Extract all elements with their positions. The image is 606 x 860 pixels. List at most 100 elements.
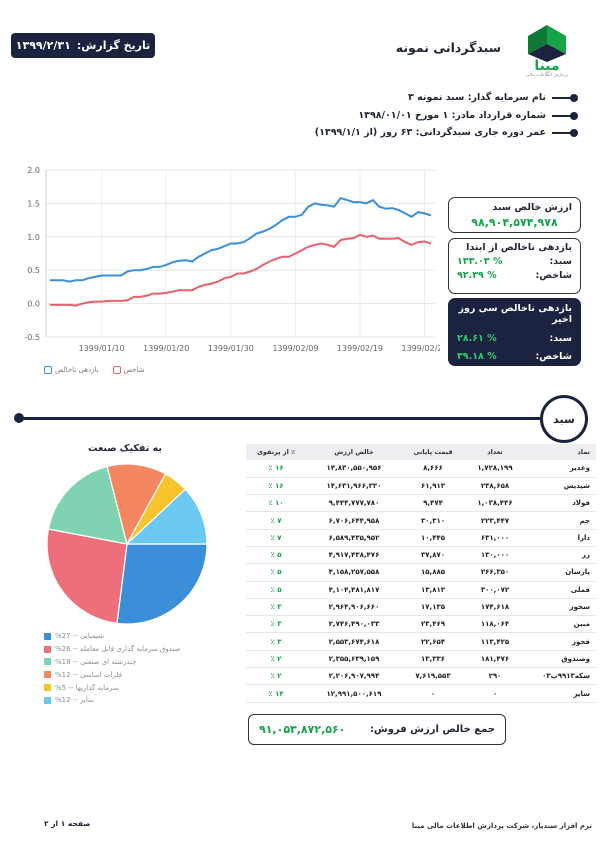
cell-portfolio-pct: ۳ ٪ (246, 615, 306, 634)
net-value-card: ارزش خالص سبد ۹۸,۹۰۴,۵۷۴,۹۷۸ (448, 197, 581, 233)
legend-swatch (44, 645, 51, 653)
series-line-index (50, 233, 432, 307)
cell-symbol: دارا (526, 529, 596, 547)
since-index-row: شاخص: % ۹۲.۳۹ (457, 270, 572, 281)
table-row: شپدیس ۲۳۸,۶۵۸ ۶۱,۹۱۳ ۱۴,۶۳۱,۹۶۶,۳۳۰ ۱۶ ٪ (246, 477, 596, 496)
cell-last-price: ۲۳,۴۶۹ (402, 615, 464, 634)
table-row: وغدیر ۱,۷۲۸,۱۹۹ ۸,۶۶۶ ۱۴,۸۳۰,۵۵۰,۹۵۶ ۱۶ ٪ (246, 460, 596, 478)
x-tick-label: 1399/01/30 (208, 344, 254, 353)
legend-swatch (44, 671, 51, 679)
cell-net-value: ۲,۷۴۶,۴۹۰,۰۳۳ (306, 615, 402, 634)
pie-slice (125, 488, 208, 545)
cell-quantity: ۱۱۸,۰۶۴ (464, 615, 526, 634)
table-row: سخوز ۱۷۴,۶۱۸ ۱۷,۱۳۵ ۲,۹۶۴,۹۰۶,۶۶۰ ۳ ٪ (246, 598, 596, 617)
table-row: مبین ۱۱۸,۰۶۴ ۲۳,۴۶۹ ۲,۷۴۶,۴۹۰,۰۳۳ ۳ ٪ (246, 615, 596, 634)
return-line-chart: 2.0 1.5 1.0 0.5 0.0 -0.5 1399/01/10 1399/01/20 1… (24, 166, 440, 353)
cell-net-value: ۱۴,۶۳۱,۹۶۶,۳۳۰ (306, 477, 402, 496)
page-number: صفحه ۱ از ۲ (44, 819, 91, 828)
legend-swatch (44, 658, 51, 666)
cell-quantity: ۳۰۰,۰۷۲ (464, 581, 526, 599)
cell-net-value: ۴,۱۰۴,۴۸۱,۸۱۷ (306, 581, 402, 599)
header-net-value: خالص ارزش (306, 444, 402, 460)
cell-last-price: ۱۵,۸۸۵ (402, 563, 464, 582)
cell-quantity: ۱۱۳,۴۲۵ (464, 632, 526, 651)
cell-last-price: ۱۳,۳۳۶ (402, 650, 464, 669)
investor-name: نام سرمایه گذار: سبد نمونه ۳ (408, 92, 546, 103)
table-row: دارا ۶۳۱,۰۰۰ ۱۰,۴۴۵ ۶,۵۸۹,۴۳۵,۹۵۲ ۷ ٪ (246, 529, 596, 547)
cell-quantity: ۱۷۴,۶۱۸ (464, 598, 526, 617)
pie-legend-label: %27 -- شیمیایی (55, 632, 105, 641)
total-sale-value-box: جمع خالص ارزش فروش: ۹۱,۰۵۳,۸۷۲,۵۶۰ (248, 714, 506, 745)
pie-legend-item: %12 -- فلزات اساسی (44, 668, 180, 681)
cell-quantity: ۱۳۰,۰۰۰ (464, 546, 526, 565)
total-value: ۹۱,۰۵۳,۸۷۲,۵۶۰ (259, 723, 346, 736)
logo-name: مینا (534, 58, 560, 74)
cell-portfolio-pct: ۷ ٪ (246, 529, 306, 547)
cell-symbol: سایر (526, 684, 596, 703)
cell-last-price: ۱۷,۱۳۵ (402, 598, 464, 617)
report-date-badge: تاریخ گزارش: ۱۳۹۹/۲/۳۱ (11, 33, 155, 58)
x-tick-label: 1399/01/10 (79, 344, 125, 353)
table-row: سایر ۰ ۰ ۱۲,۹۹۱,۵۰۰,۶۱۹ ۱۴ ٪ (246, 684, 596, 703)
y-tick-label: 2.0 (27, 166, 40, 175)
cell-quantity: ۲۶۶,۳۵۰ (464, 563, 526, 582)
cell-portfolio-pct: ۵ ٪ (246, 563, 306, 582)
y-tick-label: 0.5 (27, 266, 40, 275)
cell-quantity: ۱,۰۳۸,۴۴۶ (464, 494, 526, 513)
cell-portfolio-pct: ۵ ٪ (246, 546, 306, 565)
cell-portfolio-pct: ۳ ٪ (246, 632, 306, 651)
cell-symbol: مبین (526, 615, 596, 634)
legend-label: شاخص (123, 366, 145, 374)
last30-index-value: % ۳۹.۱۸ (457, 351, 497, 362)
cell-quantity: ۱۸۱,۴۷۶ (464, 650, 526, 669)
period-row: عمر دوره جاری سبدگردانی: ۶۳ روز (از ۱۳۹۹… (315, 127, 578, 138)
cell-net-value: ۹,۴۴۴,۷۷۷,۷۸۰ (306, 494, 402, 513)
cell-symbol: وغدیر (526, 460, 596, 478)
mina-logo (528, 25, 566, 62)
cell-net-value: ۴,۹۱۷,۴۳۸,۴۷۶ (306, 546, 402, 565)
net-value-title: ارزش خالص سبد (492, 202, 572, 213)
pie-slice (116, 543, 208, 625)
since-start-title: بازدهی ناخالص از ابتدا (466, 242, 572, 253)
cell-net-value: ۲,۳۵۵,۶۳۹,۱۵۹ (306, 650, 402, 669)
cell-symbol: وصندوق (526, 650, 596, 669)
pie-slice (106, 463, 167, 546)
legend-swatch (44, 632, 51, 640)
industry-pie-chart (46, 463, 208, 625)
cell-symbol: سکه۹۹۱۳پ۰۳ (526, 667, 596, 686)
page-title: سبدگردانی نمونه (395, 40, 501, 55)
section-divider (14, 413, 540, 423)
cell-quantity: ۲۲۳,۴۴۷ (464, 511, 526, 530)
cell-quantity: ۱,۷۲۸,۱۹۹ (464, 460, 526, 478)
header-portfolio-pct: ٪ از پرتفوی (246, 444, 306, 460)
cell-last-price: ۷,۶۱۹,۵۵۳ (402, 667, 464, 686)
section-badge: سبد (540, 395, 588, 443)
cell-symbol: فملی (526, 581, 596, 599)
cell-portfolio-pct: ۱۴ ٪ (246, 684, 306, 703)
cell-symbol: پارسان (526, 563, 596, 582)
y-tick-label: 1.5 (27, 199, 40, 208)
table-row: فولاد ۱,۰۳۸,۴۴۶ ۹,۴۷۴ ۹,۴۴۴,۷۷۷,۷۸۰ ۱۰ ٪ (246, 494, 596, 513)
total-label: جمع خالص ارزش فروش: (369, 724, 495, 735)
header-symbol: نماد (526, 444, 596, 460)
table-row: فخوز ۱۱۳,۴۲۵ ۲۲,۶۵۴ ۲,۵۵۳,۶۷۴,۶۱۸ ۳ ٪ (246, 632, 596, 651)
last30-basket-value: % ۲۸.۶۱ (457, 333, 497, 344)
cell-net-value: ۲,۹۶۴,۹۰۶,۶۶۰ (306, 598, 402, 617)
cell-net-value: ۶,۷۰۶,۶۴۴,۹۵۸ (306, 511, 402, 530)
cell-last-price: ۸,۶۶۶ (402, 460, 464, 478)
cell-last-price: ۹,۴۷۴ (402, 494, 464, 513)
cell-quantity: ۲۳۸,۶۵۸ (464, 477, 526, 496)
cell-symbol: فخوز (526, 632, 596, 651)
since-basket-value: % ۱۳۳.۰۳ (457, 256, 503, 267)
investor-name-row: نام سرمایه گذار: سبد نمونه ۳ (408, 92, 578, 103)
table-row: جم ۲۲۳,۴۴۷ ۳۰,۳۱۰ ۶,۷۰۶,۶۴۴,۹۵۸ ۷ ٪ (246, 511, 596, 530)
cell-portfolio-pct: ۵ ٪ (246, 581, 306, 599)
legend-item-index: شاخص (112, 366, 145, 374)
cell-net-value: ۴,۱۵۸,۲۵۷,۵۵۸ (306, 563, 402, 582)
pie-legend-label: %5 -- سرمایه گذاریها (55, 683, 119, 692)
cell-last-price: ۱۳,۸۱۳ (402, 581, 464, 599)
cell-quantity: ۲۹۰ (464, 667, 526, 686)
return-since-start-card: بازدهی ناخالص از ابتدا سبد: % ۱۳۳.۰۳ شاخ… (448, 238, 581, 294)
cell-symbol: زر (526, 546, 596, 565)
pie-legend-label: %12 -- فلزات اساسی (55, 670, 122, 679)
